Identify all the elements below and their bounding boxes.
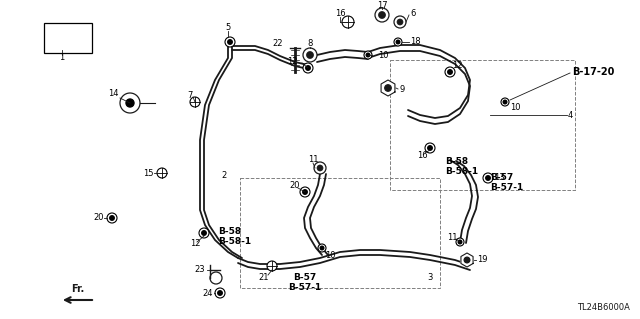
Circle shape bbox=[318, 244, 326, 252]
Bar bbox=[240, 178, 440, 288]
Circle shape bbox=[501, 98, 509, 106]
Circle shape bbox=[366, 53, 370, 57]
Text: 14: 14 bbox=[108, 88, 118, 98]
Text: 8: 8 bbox=[307, 40, 313, 48]
Circle shape bbox=[215, 288, 225, 298]
Circle shape bbox=[303, 63, 313, 73]
Text: 18: 18 bbox=[410, 38, 420, 47]
Circle shape bbox=[199, 228, 209, 238]
Circle shape bbox=[267, 261, 277, 271]
Text: 22: 22 bbox=[273, 40, 284, 48]
Text: 21: 21 bbox=[259, 273, 269, 283]
Circle shape bbox=[303, 190, 307, 194]
Text: 11: 11 bbox=[447, 233, 457, 241]
Bar bbox=[44, 23, 92, 53]
Text: B-57: B-57 bbox=[490, 174, 513, 182]
Circle shape bbox=[396, 40, 400, 44]
Text: 16: 16 bbox=[335, 10, 346, 19]
Circle shape bbox=[218, 291, 222, 295]
Polygon shape bbox=[461, 253, 473, 267]
Text: 10: 10 bbox=[378, 50, 388, 60]
Text: Fr.: Fr. bbox=[72, 284, 84, 294]
Text: B-58: B-58 bbox=[445, 158, 468, 167]
Circle shape bbox=[503, 100, 507, 104]
Text: 12: 12 bbox=[287, 57, 298, 66]
Text: 1: 1 bbox=[60, 54, 65, 63]
Circle shape bbox=[307, 51, 314, 58]
Text: 23: 23 bbox=[195, 265, 205, 275]
Circle shape bbox=[126, 99, 134, 107]
Circle shape bbox=[456, 238, 464, 246]
Text: 24: 24 bbox=[203, 288, 213, 298]
Text: 6: 6 bbox=[410, 10, 415, 19]
Text: 7: 7 bbox=[188, 91, 193, 100]
Circle shape bbox=[445, 67, 455, 77]
Circle shape bbox=[107, 213, 117, 223]
Circle shape bbox=[483, 173, 493, 183]
Text: 5: 5 bbox=[225, 24, 230, 33]
Text: 19: 19 bbox=[477, 256, 488, 264]
Text: B-17-20: B-17-20 bbox=[572, 67, 614, 77]
Text: 13: 13 bbox=[494, 174, 504, 182]
Circle shape bbox=[448, 70, 452, 74]
Circle shape bbox=[486, 176, 490, 180]
Text: 12: 12 bbox=[452, 61, 463, 70]
Circle shape bbox=[306, 66, 310, 70]
Text: 20: 20 bbox=[290, 182, 300, 190]
Circle shape bbox=[320, 246, 324, 250]
Polygon shape bbox=[381, 80, 395, 96]
Circle shape bbox=[425, 143, 435, 153]
Circle shape bbox=[342, 16, 354, 28]
Circle shape bbox=[394, 16, 406, 28]
Circle shape bbox=[314, 162, 326, 174]
Text: 10: 10 bbox=[325, 250, 335, 259]
Text: 15: 15 bbox=[143, 168, 153, 177]
Circle shape bbox=[375, 8, 389, 22]
Circle shape bbox=[428, 146, 432, 150]
Text: 16: 16 bbox=[417, 151, 428, 160]
Circle shape bbox=[202, 231, 206, 235]
Circle shape bbox=[378, 11, 385, 19]
Circle shape bbox=[225, 37, 235, 47]
Circle shape bbox=[458, 240, 462, 244]
Circle shape bbox=[190, 97, 200, 107]
Circle shape bbox=[317, 165, 323, 171]
Text: B-57-1: B-57-1 bbox=[490, 183, 524, 192]
Text: 11: 11 bbox=[308, 155, 318, 165]
Text: TL24B6000A: TL24B6000A bbox=[577, 303, 630, 312]
Circle shape bbox=[303, 48, 317, 62]
Circle shape bbox=[300, 187, 310, 197]
Circle shape bbox=[109, 216, 115, 220]
Text: 2: 2 bbox=[221, 170, 227, 180]
Text: 3: 3 bbox=[428, 273, 433, 283]
Circle shape bbox=[397, 19, 403, 25]
Text: B-57-1: B-57-1 bbox=[289, 284, 322, 293]
Text: B-58-1: B-58-1 bbox=[445, 167, 478, 176]
Text: 9: 9 bbox=[400, 85, 405, 93]
Circle shape bbox=[385, 85, 391, 91]
Text: 12: 12 bbox=[189, 239, 200, 248]
Text: B-58: B-58 bbox=[218, 227, 241, 236]
Circle shape bbox=[157, 168, 167, 178]
Text: 20: 20 bbox=[93, 213, 104, 222]
Bar bbox=[390, 60, 575, 190]
Circle shape bbox=[228, 40, 232, 44]
Text: 17: 17 bbox=[377, 2, 387, 11]
Text: B-57: B-57 bbox=[293, 273, 317, 283]
Text: 4: 4 bbox=[568, 110, 573, 120]
Text: B-58-1: B-58-1 bbox=[218, 238, 251, 247]
Circle shape bbox=[394, 38, 402, 46]
Text: 10: 10 bbox=[510, 103, 520, 113]
Circle shape bbox=[464, 257, 470, 263]
Circle shape bbox=[364, 51, 372, 59]
